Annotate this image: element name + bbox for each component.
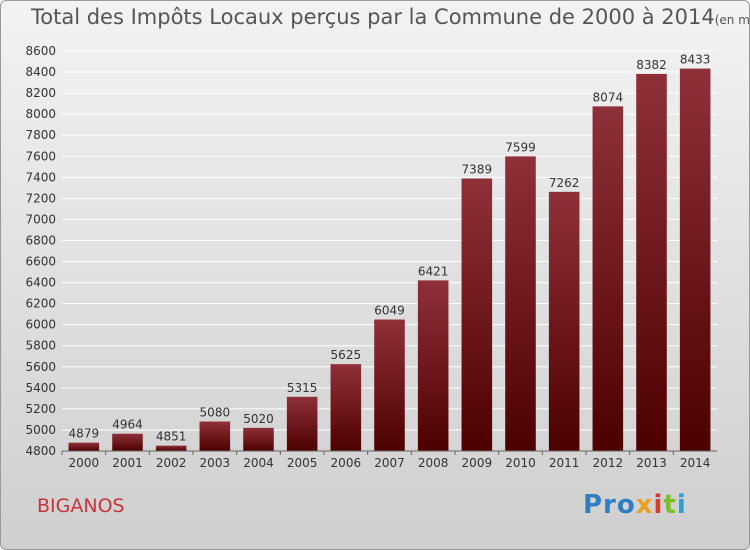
data-label-2003: 5080 [200, 406, 231, 420]
data-label-2014: 8433 [680, 53, 711, 67]
bar-2010 [505, 156, 536, 452]
bar-2004 [243, 427, 274, 451]
x-tick-label-2010: 2010 [505, 456, 536, 470]
x-tick-label-2006: 2006 [331, 456, 362, 470]
y-tick-label: 4800 [25, 444, 56, 458]
bar-2006 [330, 364, 362, 451]
proxiti-logo: Proxiti [583, 490, 687, 520]
bar-2003 [199, 421, 231, 451]
bar-2011 [548, 191, 580, 451]
bar-2009 [461, 178, 493, 451]
bar-2013 [636, 73, 667, 452]
y-tick-label: 5800 [25, 339, 56, 353]
x-tick-label-2008: 2008 [418, 456, 449, 470]
bar-2008 [417, 280, 449, 451]
bar-2007 [374, 319, 405, 451]
data-label-2002: 4851 [156, 430, 187, 444]
x-tick-label-2000: 2000 [69, 456, 100, 470]
x-tick-label-2004: 2004 [243, 456, 274, 470]
data-label-2011: 7262 [549, 176, 580, 190]
logo-part: t [663, 490, 677, 520]
y-tick-label: 8200 [25, 86, 56, 100]
logo-part: x [635, 490, 654, 520]
logo-part: Pro [583, 490, 636, 520]
data-labels: 4879 4964 4851 5080 5020 5315 5625 6049 6421 7389… [69, 53, 711, 444]
x-tick-label-2005: 2005 [287, 456, 318, 470]
data-label-2010: 7599 [505, 140, 536, 154]
y-tick-label: 7200 [25, 191, 56, 205]
x-tick-label-2014: 2014 [680, 456, 711, 470]
bar-2000 [68, 442, 100, 451]
data-label-2005: 5315 [287, 381, 318, 395]
logo-part: i [676, 490, 687, 520]
y-tick-label: 6600 [25, 255, 56, 269]
x-tick-label-2001: 2001 [112, 456, 143, 470]
data-label-2004: 5020 [243, 412, 274, 426]
data-label-2008: 6421 [418, 264, 449, 278]
y-tick-label: 8400 [25, 65, 56, 79]
y-tick-label: 7600 [25, 149, 56, 163]
x-tick-label-2012: 2012 [593, 456, 624, 470]
y-tick-label: 8600 [25, 44, 56, 58]
y-tick-label: 8000 [25, 107, 56, 121]
y-tick-label: 5000 [25, 423, 56, 437]
x-tick-label-2009: 2009 [462, 456, 493, 470]
x-tick-label-2013: 2013 [636, 456, 667, 470]
data-label-2009: 7389 [462, 162, 493, 176]
y-tick-label: 7800 [25, 128, 56, 142]
bar-2012 [592, 106, 624, 452]
bar-2005 [286, 396, 318, 451]
x-axis-ticks: 2000 2001 2002 2003 2004 2005 2006 2007 2008 2009… [61, 451, 711, 470]
bar-2014 [679, 68, 711, 451]
data-label-2000: 4879 [69, 427, 100, 441]
commune-name: BIGANOS [37, 495, 125, 517]
bars [68, 68, 711, 452]
x-tick-label-2003: 2003 [200, 456, 231, 470]
bar-2002 [155, 445, 187, 451]
y-tick-label: 5600 [25, 360, 56, 374]
logo-part: i [653, 490, 664, 520]
y-tick-label: 6200 [25, 297, 56, 311]
y-tick-label: 6400 [25, 276, 56, 290]
y-tick-label: 7000 [25, 212, 56, 226]
data-label-2001: 4964 [112, 418, 143, 432]
y-tick-label: 6800 [25, 233, 56, 247]
x-tick-label-2011: 2011 [549, 456, 580, 470]
x-tick-label-2007: 2007 [374, 456, 405, 470]
x-tick-label-2002: 2002 [156, 456, 187, 470]
data-label-2006: 5625 [331, 348, 362, 362]
y-tick-label: 5400 [25, 381, 56, 395]
chart-title-unit: (en milliers d'€) [714, 13, 750, 27]
y-tick-label: 6000 [25, 318, 56, 332]
data-label-2013: 8382 [636, 58, 667, 72]
data-label-2012: 8074 [593, 90, 624, 104]
y-axis-ticks: 4800 5000 5200 5400 5600 5800 6000 6200 6400 6600… [25, 44, 56, 458]
chart-title: Total des Impôts Locaux perçus par la Co… [31, 5, 750, 29]
chart-title-text: Total des Impôts Locaux perçus par la Co… [31, 5, 715, 29]
y-tick-label: 5200 [25, 402, 56, 416]
bar-2001 [112, 433, 143, 451]
data-label-2007: 6049 [374, 304, 405, 318]
y-tick-label: 7400 [25, 170, 56, 184]
